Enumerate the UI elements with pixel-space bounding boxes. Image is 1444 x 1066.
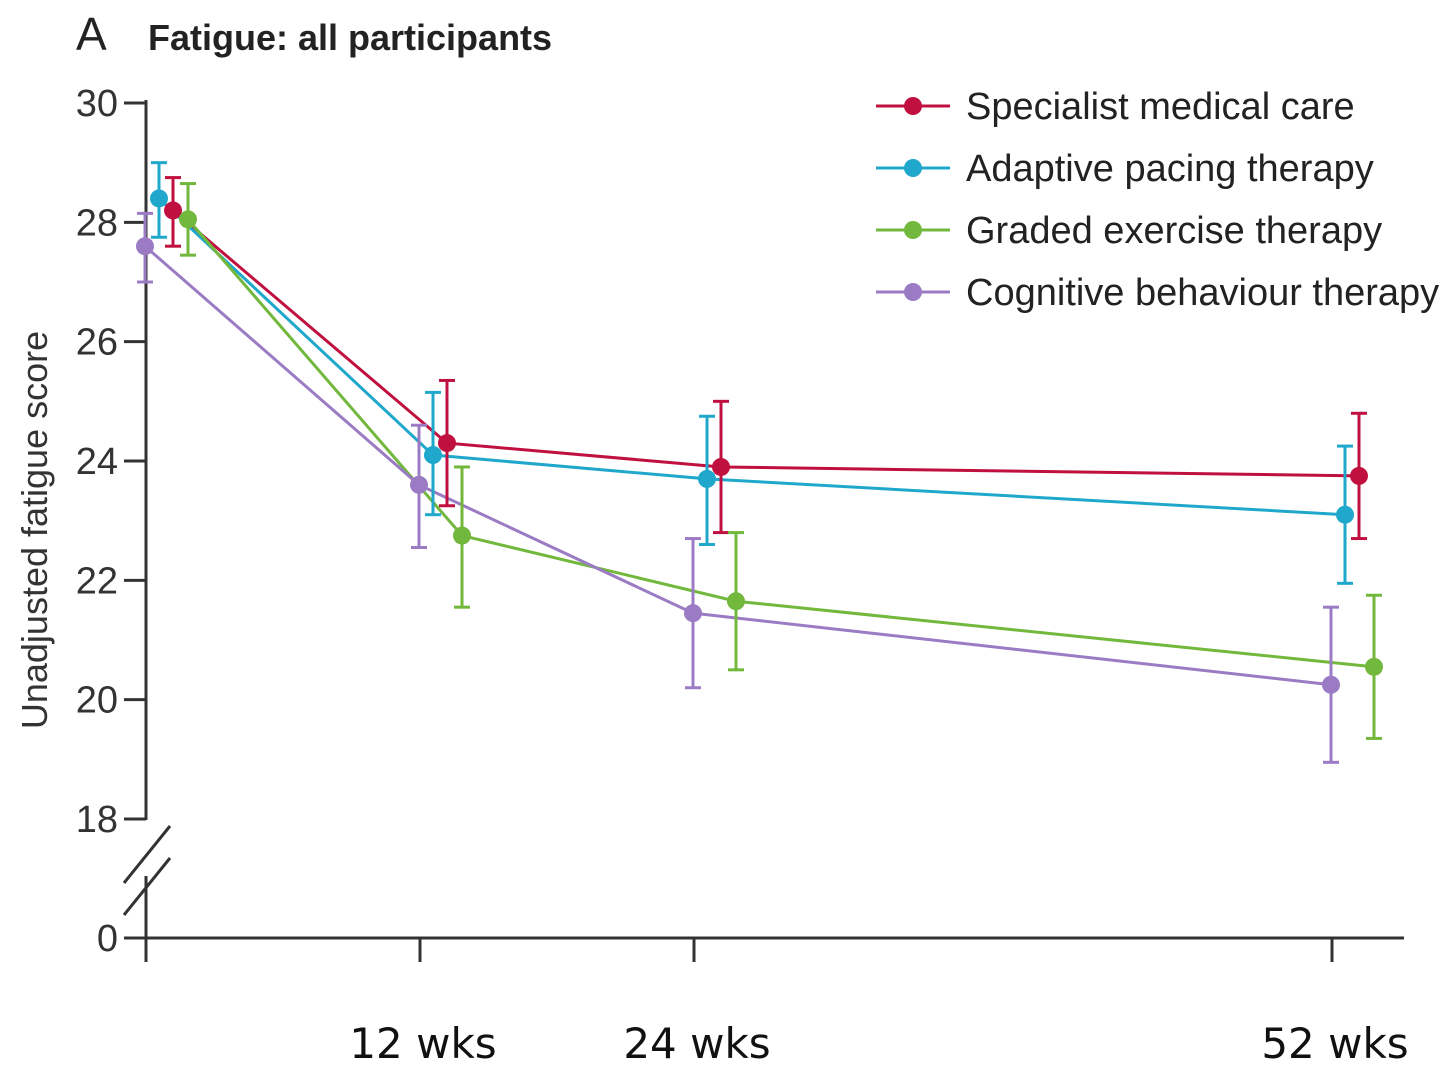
- x-tick-label: 12 wks: [349, 1019, 496, 1066]
- legend-item: Specialist medical care: [876, 86, 1355, 128]
- y-axis-label: Unadjusted fatigue score: [14, 331, 55, 729]
- series-line: [172, 209, 1360, 478]
- data-point: [453, 526, 471, 545]
- y-tick-label: 20: [76, 680, 118, 722]
- axis-break-mark-lower: [122, 857, 172, 916]
- legend-marker: [904, 221, 922, 239]
- y-ticks: 30 28 26 24 22 20 18 0: [76, 83, 146, 960]
- data-point: [410, 475, 428, 494]
- legend: Specialist medical care Adaptive pacing t…: [876, 86, 1439, 314]
- chart-title: Fatigue: all participants: [148, 17, 552, 58]
- y-tick-label: 28: [76, 202, 118, 244]
- legend-label: Specialist medical care: [966, 86, 1355, 128]
- data-point: [1365, 657, 1383, 676]
- legend-item: Graded exercise therapy: [876, 210, 1382, 252]
- x-tick-label: 52 wks: [1261, 1019, 1408, 1066]
- data-point: [424, 446, 442, 465]
- data-point: [1322, 675, 1340, 694]
- data-point: [1350, 466, 1368, 485]
- data-point: [1336, 505, 1354, 524]
- series-layer: [136, 161, 1383, 764]
- data-point: [136, 237, 154, 256]
- legend-label: Graded exercise therapy: [966, 210, 1382, 252]
- y-tick-label: 18: [76, 799, 118, 841]
- data-point: [179, 210, 197, 229]
- y-tick-label: 22: [76, 560, 118, 602]
- legend-marker: [904, 159, 922, 177]
- y-tick-label: 30: [76, 83, 118, 125]
- data-point: [727, 592, 745, 611]
- data-point: [164, 201, 182, 220]
- legend-item: Cognitive behaviour therapy: [876, 272, 1439, 314]
- x-tick-label: 24 wks: [623, 1019, 770, 1066]
- legend-label: Cognitive behaviour therapy: [966, 272, 1439, 314]
- data-point: [684, 604, 702, 623]
- series-line: [157, 197, 1346, 517]
- data-point: [150, 189, 168, 208]
- legend-label: Adaptive pacing therapy: [966, 148, 1374, 190]
- data-point: [438, 434, 456, 453]
- data-point: [698, 469, 716, 488]
- series-line: [144, 245, 1332, 687]
- legend-marker: [904, 97, 922, 115]
- data-point: [712, 457, 730, 476]
- panel-letter: A: [76, 8, 107, 60]
- x-ticks: 12 wks 24 wks 52 wks: [144, 938, 1409, 1066]
- axis-break-mark-upper: [122, 825, 172, 884]
- y-tick-label: 24: [76, 441, 118, 483]
- y-tick-label: 26: [76, 322, 118, 364]
- legend-marker: [904, 283, 922, 301]
- y-tick-label: 0: [97, 918, 118, 960]
- legend-item: Adaptive pacing therapy: [876, 148, 1374, 190]
